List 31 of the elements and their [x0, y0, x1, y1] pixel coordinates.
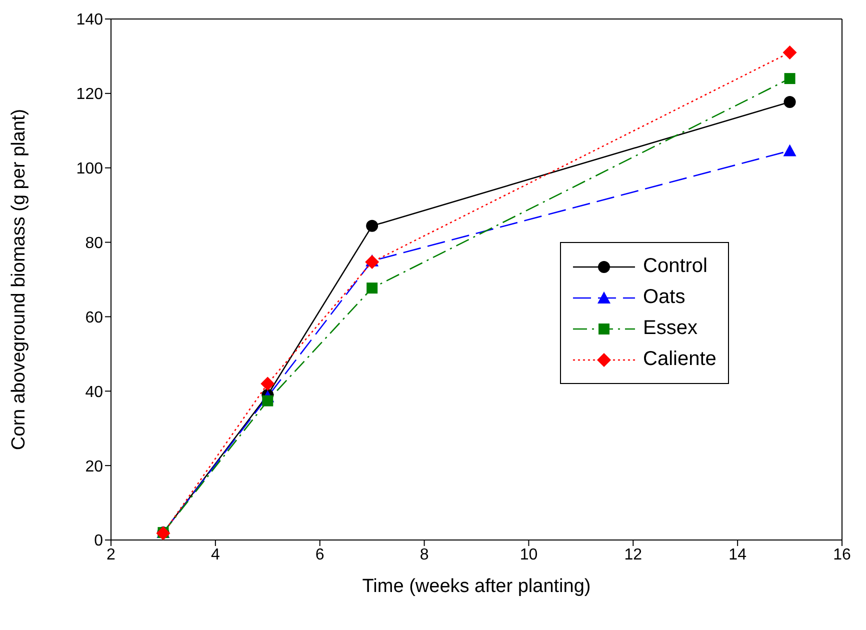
y-tick-label: 0: [94, 532, 104, 550]
y-tick-label: 120: [76, 86, 104, 104]
point: [366, 220, 378, 232]
legend-label: Control: [643, 255, 708, 278]
x-tick-label: 2: [106, 546, 116, 564]
point: [262, 395, 274, 406]
y-axis-title: Corn aboveground biomass (g per plant): [8, 108, 30, 450]
x-tick-label: 16: [833, 546, 851, 564]
y-tick-label: 100: [76, 160, 104, 178]
x-tick-label: 6: [315, 546, 324, 564]
y-tick-label: 60: [85, 309, 104, 326]
x-axis-title: Time (weeks after planting): [362, 576, 591, 597]
y-tick-label: 140: [76, 12, 104, 29]
legend-label: Essex: [643, 317, 698, 340]
y-tick-label: 80: [85, 234, 104, 252]
legend-label: Caliente: [643, 348, 716, 371]
y-tick-label: 40: [85, 384, 104, 401]
point: [260, 376, 275, 391]
y-tick-label: 20: [85, 458, 104, 476]
x-tick-label: 10: [520, 546, 538, 564]
point: [365, 255, 380, 270]
point: [782, 45, 797, 60]
point: [366, 282, 378, 294]
point: [783, 144, 796, 156]
point: [784, 73, 796, 84]
x-tick-label: 8: [420, 546, 429, 564]
x-tick-label: 12: [624, 546, 642, 564]
point: [784, 96, 796, 108]
legend-label: Oats: [643, 286, 686, 309]
x-tick-label: 14: [728, 546, 747, 564]
x-tick-label: 4: [210, 546, 220, 564]
